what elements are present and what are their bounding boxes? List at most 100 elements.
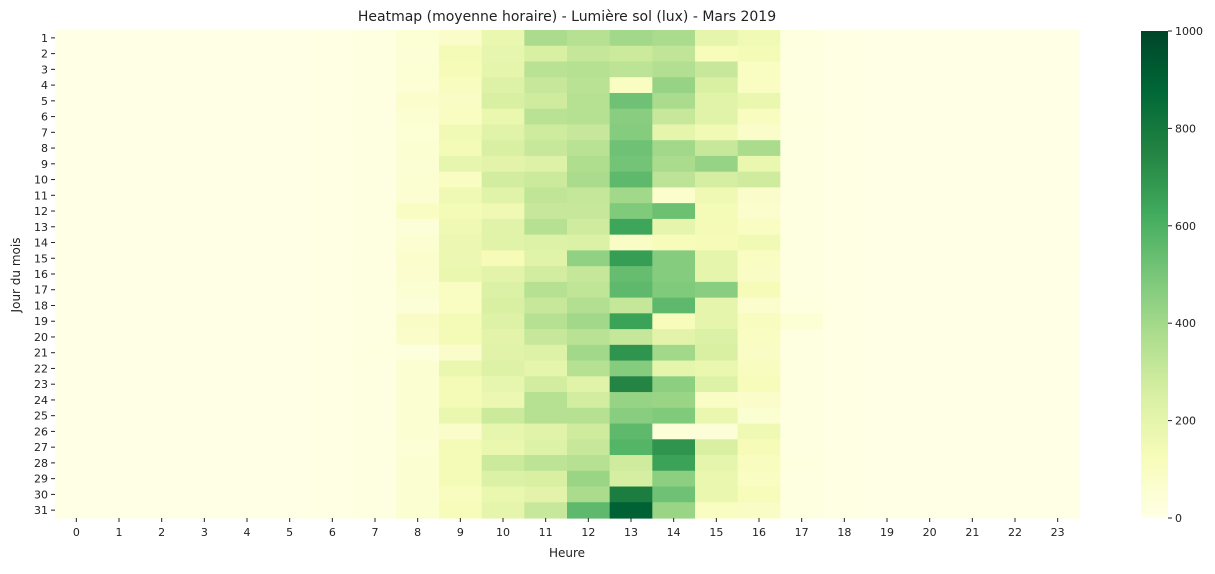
- heatmap-cell-day25-hour22: [993, 407, 1037, 425]
- heatmap-cell-day21-hour17: [780, 344, 824, 362]
- y-tick-label: 11: [34, 189, 48, 202]
- heatmap-cell-day4-hour16: [737, 77, 781, 94]
- heatmap-cell-day1-hour5: [268, 30, 312, 47]
- heatmap-cell-day28-hour23: [1036, 455, 1080, 472]
- heatmap-cell-day3-hour1: [97, 61, 141, 78]
- heatmap-cell-day12-hour4: [225, 203, 269, 220]
- heatmap-cell-day21-hour2: [140, 344, 184, 362]
- heatmap-cell-day19-hour4: [225, 313, 269, 330]
- heatmap-cell-day14-hour2: [140, 234, 184, 251]
- heatmap-cell-day31-hour20: [908, 502, 952, 519]
- heatmap-cell-day22-hour14: [652, 360, 696, 377]
- heatmap-cell-day23-hour1: [97, 376, 141, 393]
- heatmap-cell-day20-hour7: [353, 329, 397, 346]
- heatmap-cell-day12-hour9: [439, 203, 483, 220]
- heatmap-cell-day18-hour3: [183, 297, 227, 314]
- y-tick-label: 6: [41, 111, 48, 124]
- heatmap-cell-day5-hour20: [908, 92, 952, 110]
- heatmap-cell-day31-hour22: [993, 502, 1037, 519]
- heatmap-cell-day6-hour18: [823, 108, 867, 126]
- heatmap-cell-day17-hour12: [567, 281, 611, 299]
- heatmap-cell-day8-hour4: [225, 140, 269, 157]
- heatmap-cell-day4-hour20: [908, 77, 952, 94]
- heatmap-cell-day1-hour12: [567, 30, 611, 47]
- heatmap-cell-day6-hour10: [481, 108, 525, 126]
- y-tick-label: 23: [34, 378, 48, 391]
- heatmap-cell-day21-hour23: [1036, 344, 1080, 362]
- heatmap-cell-day12-hour3: [183, 203, 227, 220]
- heatmap-cell-day8-hour14: [652, 140, 696, 157]
- heatmap-cell-day11-hour12: [567, 187, 611, 204]
- heatmap-cell-day31-hour19: [865, 502, 909, 519]
- heatmap-cell-day14-hour4: [225, 234, 269, 251]
- heatmap-cell-day23-hour0: [55, 376, 99, 393]
- heatmap-cell-day15-hour4: [225, 250, 269, 267]
- heatmap-cell-day14-hour21: [951, 234, 995, 251]
- heatmap-cell-day30-hour6: [311, 486, 355, 503]
- heatmap-cell-day25-hour3: [183, 407, 227, 425]
- heatmap-cell-day29-hour18: [823, 470, 867, 488]
- heatmap-cell-day18-hour21: [951, 297, 995, 314]
- heatmap-cell-day17-hour7: [353, 281, 397, 299]
- heatmap-cell-day9-hour22: [993, 155, 1037, 173]
- heatmap-cell-day2-hour3: [183, 45, 227, 63]
- heatmap-cell-day3-hour8: [396, 61, 440, 78]
- y-tick-label: 12: [34, 205, 48, 218]
- x-tick-label: 3: [201, 526, 208, 539]
- heatmap-cell-day5-hour21: [951, 92, 995, 110]
- heatmap-cell-day1-hour18: [823, 30, 867, 47]
- heatmap-cell-day13-hour13: [609, 218, 653, 236]
- heatmap-cell-day20-hour15: [695, 329, 739, 346]
- heatmap-cell-day30-hour2: [140, 486, 184, 503]
- heatmap-cell-day11-hour4: [225, 187, 269, 204]
- heatmap-cell-day27-hour3: [183, 439, 227, 456]
- heatmap-cell-day30-hour3: [183, 486, 227, 503]
- heatmap-cell-day29-hour14: [652, 470, 696, 488]
- heatmap-cell-day30-hour0: [55, 486, 99, 503]
- heatmap-cell-day15-hour14: [652, 250, 696, 267]
- heatmap-cell-day14-hour14: [652, 234, 696, 251]
- heatmap-cell-day9-hour12: [567, 155, 611, 173]
- heatmap-cell-day1-hour6: [311, 30, 355, 47]
- heatmap-cell-day28-hour5: [268, 455, 312, 472]
- heatmap-cell-day5-hour3: [183, 92, 227, 110]
- heatmap-cell-day3-hour5: [268, 61, 312, 78]
- heatmap-cell-day6-hour9: [439, 108, 483, 126]
- heatmap-cell-day5-hour9: [439, 92, 483, 110]
- heatmap-cell-day31-hour14: [652, 502, 696, 519]
- heatmap-cell-day24-hour21: [951, 392, 995, 409]
- heatmap-cell-day7-hour19: [865, 124, 909, 141]
- heatmap-cell-day7-hour10: [481, 124, 525, 141]
- heatmap-cell-day7-hour2: [140, 124, 184, 141]
- heatmap-cell-day13-hour20: [908, 218, 952, 236]
- heatmap-cell-day21-hour12: [567, 344, 611, 362]
- heatmap-cell-day28-hour19: [865, 455, 909, 472]
- heatmap-cell-day20-hour19: [865, 329, 909, 346]
- heatmap-cell-day29-hour9: [439, 470, 483, 488]
- heatmap-cell-day20-hour0: [55, 329, 99, 346]
- heatmap-cell-day13-hour18: [823, 218, 867, 236]
- heatmap-cell-day25-hour2: [140, 407, 184, 425]
- heatmap-cell-day21-hour4: [225, 344, 269, 362]
- heatmap-cell-day18-hour20: [908, 297, 952, 314]
- heatmap-cell-day31-hour10: [481, 502, 525, 519]
- heatmap-cell-day30-hour15: [695, 486, 739, 503]
- heatmap-cell-day29-hour16: [737, 470, 781, 488]
- heatmap-cell-day23-hour11: [524, 376, 568, 393]
- heatmap-cell-day16-hour21: [951, 266, 995, 283]
- heatmap-cell-day11-hour21: [951, 187, 995, 204]
- colorbar-tick-label: 600: [1175, 220, 1196, 233]
- heatmap-cell-day30-hour1: [97, 486, 141, 503]
- heatmap-cell-day10-hour0: [55, 171, 99, 189]
- heatmap-cell-day26-hour1: [97, 423, 141, 440]
- heatmap-cell-day13-hour2: [140, 218, 184, 236]
- heatmap-cell-day8-hour0: [55, 140, 99, 157]
- heatmap-cell-day22-hour16: [737, 360, 781, 377]
- heatmap-cell-day19-hour17: [780, 313, 824, 330]
- heatmap-cell-day15-hour0: [55, 250, 99, 267]
- heatmap-cell-day24-hour11: [524, 392, 568, 409]
- heatmap-cell-day17-hour14: [652, 281, 696, 299]
- heatmap-cell-day12-hour15: [695, 203, 739, 220]
- heatmap-cell-day8-hour10: [481, 140, 525, 157]
- heatmap-cell-day22-hour9: [439, 360, 483, 377]
